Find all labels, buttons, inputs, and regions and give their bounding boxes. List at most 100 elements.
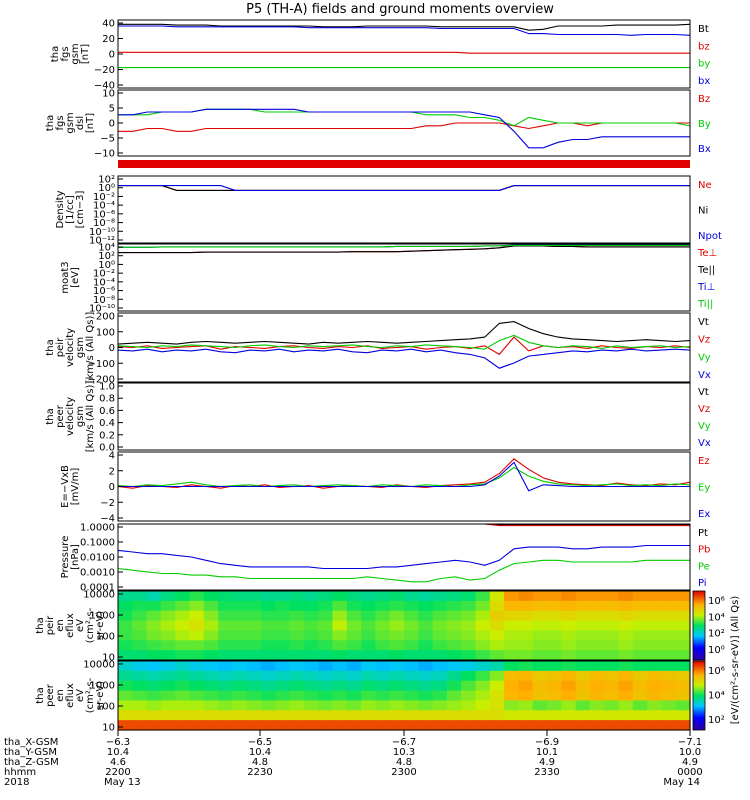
- heatmap-cell: [175, 680, 191, 692]
- heatmap-cell: [118, 690, 133, 702]
- heatmap-cell: [146, 650, 162, 661]
- heatmap-cell: [461, 591, 477, 602]
- series-line-Bz: [118, 122, 690, 132]
- heatmap-cell: [547, 690, 562, 702]
- heatmap-cell: [589, 600, 605, 612]
- colorbar-gradient: [692, 660, 706, 731]
- heatmap-cell: [504, 630, 519, 641]
- heatmap-cell: [132, 620, 148, 632]
- y-axis-label-line: en: [55, 689, 66, 702]
- heatmap-cell: [261, 700, 276, 711]
- heatmap-cell: [532, 680, 548, 692]
- legend-Vt: Vt: [698, 387, 709, 398]
- y-tick-label: 100: [96, 632, 115, 643]
- series-line-bz: [118, 51, 690, 54]
- heatmap-cell: [232, 630, 248, 641]
- heatmap-cell: [632, 690, 648, 702]
- heatmap-cell: [118, 650, 133, 661]
- heatmap-cell: [318, 591, 334, 602]
- heatmap-cell: [518, 720, 534, 731]
- legend-Vz: Vz: [698, 404, 710, 415]
- heatmap-cell: [475, 600, 491, 612]
- heatmap-cell: [404, 610, 419, 622]
- heatmap-cell: [661, 661, 677, 672]
- heatmap-cell: [404, 690, 419, 702]
- heatmap-cell: [175, 610, 191, 622]
- colorbar-label: [eV/(cm²-s-sr-eV)] (All Qs): [730, 596, 741, 725]
- heatmap-cell: [175, 700, 191, 711]
- heatmap-cell: [332, 661, 348, 672]
- heatmap-cell: [332, 720, 348, 731]
- panel-1: 40 20 0 −20 −40 thafgsgsm[nT] Bt bz by bx: [50, 19, 710, 92]
- y-axis-label-line: sr-eV): [95, 681, 106, 710]
- x-axis-value: 0000: [677, 767, 702, 778]
- figure-title: P5 (TH-A) fields and ground moments over…: [246, 2, 554, 17]
- legend-Pi: Pi: [698, 578, 707, 589]
- heatmap-cell: [389, 650, 405, 661]
- y-axis-label-line: [km/s (All Qs)]: [85, 381, 96, 453]
- heatmap-cell: [475, 610, 491, 622]
- heatmap-cell: [446, 720, 462, 731]
- heatmap-cell: [575, 710, 591, 721]
- heatmap-cell: [189, 630, 205, 641]
- heatmap-cell: [404, 650, 419, 661]
- heatmap-cell: [203, 600, 219, 612]
- heatmap-cell: [203, 591, 219, 602]
- heatmap-cell: [203, 640, 219, 651]
- y-axis-label-line: sr-eV): [95, 611, 106, 640]
- heatmap-cell: [547, 680, 562, 692]
- panel-9: 10⁶ 10⁴ 10² 10⁰ 10000 1000 100 10 thapeireneflux…: [35, 590, 725, 664]
- heatmap-cell: [346, 690, 362, 702]
- x-axis-row-label: hhmm: [4, 767, 36, 778]
- series-line-Ey: [117, 466, 691, 488]
- heatmap-cell: [118, 710, 133, 721]
- heatmap-cell: [346, 670, 362, 682]
- heatmap-cell: [446, 640, 462, 651]
- heatmap-cell: [604, 690, 620, 702]
- y-tick-label: −40: [94, 81, 115, 92]
- heatmap-cell: [675, 610, 691, 622]
- series-line-Bx: [118, 108, 690, 149]
- colorbar-tick-label: 10²: [708, 629, 725, 640]
- series-line-Ti||: [118, 244, 690, 248]
- heatmap-cell: [189, 670, 205, 682]
- y-tick-label: 10⁻²: [93, 192, 115, 203]
- heatmap-cell: [547, 710, 562, 721]
- y-axis-label: thafgsgsmdsl[nT]: [45, 112, 96, 133]
- legend-Bt: Bt: [698, 24, 709, 35]
- heatmap-cell: [118, 700, 133, 711]
- y-tick-label: 10⁰: [98, 260, 115, 271]
- x-axis-value: 10.4: [107, 747, 129, 758]
- x-axis-value: −6.9: [535, 737, 559, 748]
- heatmap-cell: [189, 710, 205, 721]
- heatmap-cell: [504, 640, 519, 651]
- heatmap-cell: [146, 720, 162, 731]
- heatmap-cell: [203, 650, 219, 661]
- y-tick-label: 10: [102, 653, 115, 664]
- heatmap-cell: [246, 700, 262, 711]
- heatmap-cell: [575, 650, 591, 661]
- legend-Vy: Vy: [698, 421, 711, 432]
- heatmap-cell: [418, 650, 434, 661]
- heatmap-cell: [175, 591, 191, 602]
- heatmap-cell: [532, 610, 548, 622]
- heatmap-cell: [346, 710, 362, 721]
- heatmap-cell: [289, 661, 305, 672]
- y-tick-label: 0.8: [99, 394, 115, 405]
- y-axis-label-line: dsl: [75, 116, 86, 130]
- heatmap-cell: [475, 661, 491, 672]
- heatmap-cell: [461, 620, 477, 632]
- y-axis-label-line: eflux: [65, 613, 76, 638]
- heatmap-cell: [289, 710, 305, 721]
- y-axis-label-line: peir: [45, 615, 56, 635]
- heatmap-cell: [647, 720, 662, 731]
- y-axis-label-line: moat3: [60, 261, 71, 293]
- heatmap-cell: [232, 670, 248, 682]
- heatmap-cell: [303, 720, 319, 731]
- heatmap-cell: [218, 640, 233, 651]
- y-axis-label: Density[1/cc][cm−3]: [55, 190, 86, 228]
- legend-Pe: Pe: [698, 561, 710, 572]
- heatmap-cell: [575, 661, 591, 672]
- heatmap-cell: [175, 720, 191, 731]
- heatmap-cell: [261, 630, 276, 641]
